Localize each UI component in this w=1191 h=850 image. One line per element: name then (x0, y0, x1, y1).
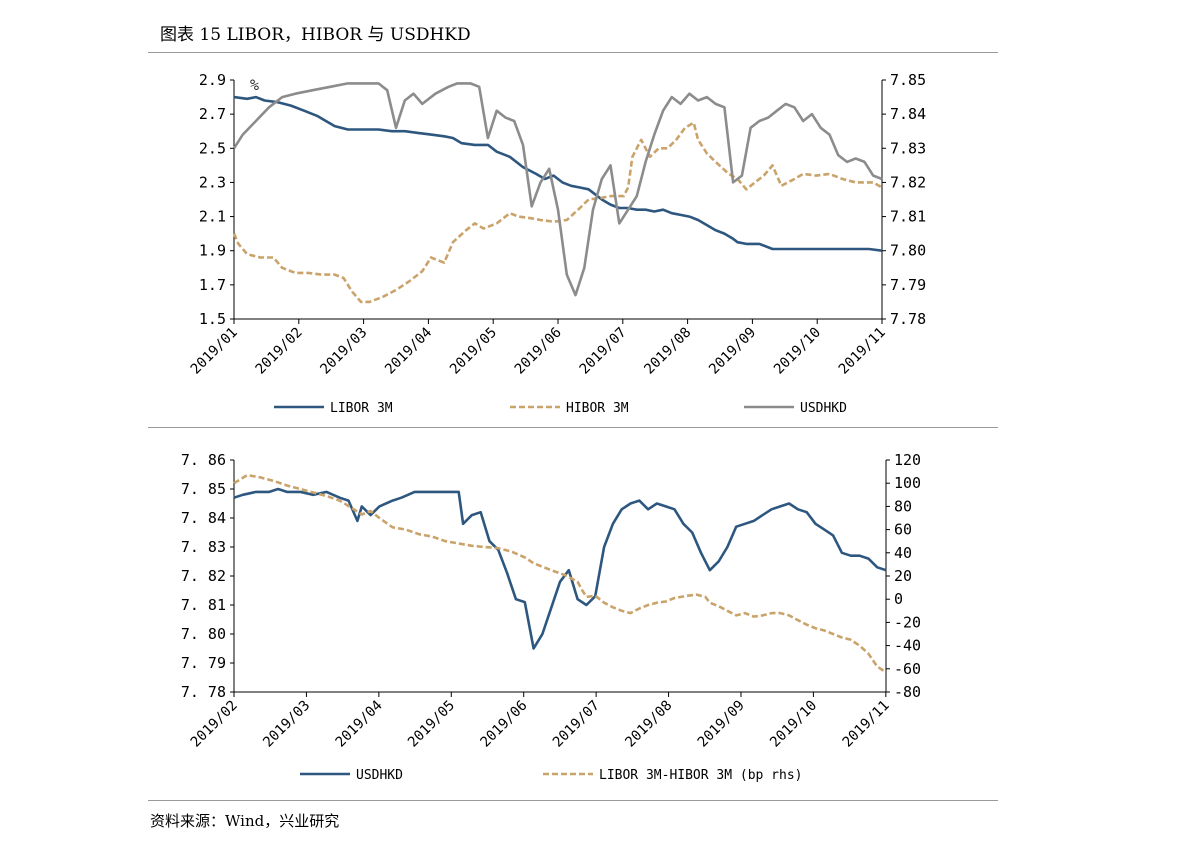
y-tick-label: 7. 85 (181, 480, 226, 498)
source-divider (148, 800, 998, 801)
series-line-1 (233, 487, 887, 650)
legend-label: USDHKD (356, 768, 403, 783)
y2-tick-label: 100 (894, 474, 921, 492)
y2-tick-label: 80 (894, 497, 912, 515)
y2-tick-label: -80 (894, 683, 921, 701)
y2-tick-label: 0 (894, 590, 903, 608)
series-line-3 (232, 82, 883, 297)
legend-label: USDHKD (800, 401, 847, 416)
x-tick-label: 2019/09 (695, 698, 748, 751)
x-tick-label: 2019/08 (622, 698, 675, 751)
source-note: 资料来源：Wind，兴业研究 (150, 812, 340, 830)
y2-tick-label: 7.84 (890, 105, 926, 123)
y2-tick-label: 20 (894, 567, 912, 585)
y-tick-label: 7. 81 (181, 596, 226, 614)
y-tick-label: 7. 82 (181, 567, 226, 585)
x-tick-label: 2019/03 (260, 698, 313, 751)
y2-tick-label: 120 (894, 451, 921, 469)
legend-label: LIBOR 3M (330, 401, 393, 416)
y2-tick-label: 7.78 (890, 310, 926, 328)
x-tick-label: 2019/10 (767, 698, 820, 751)
x-tick-label: 2019/04 (333, 698, 386, 751)
y2-tick-label: 7.80 (890, 242, 926, 260)
y2-tick-label: -40 (894, 637, 921, 655)
y-tick-label: 7. 86 (181, 451, 226, 469)
y2-tick-label: 7.79 (890, 276, 926, 294)
legend-label: HIBOR 3M (566, 401, 629, 416)
series-line-1 (233, 95, 883, 252)
y2-tick-label: -20 (894, 613, 921, 631)
y-tick-label: 7. 79 (181, 654, 226, 672)
y-tick-label: 7. 80 (181, 625, 226, 643)
y-tick-label: 7. 78 (181, 683, 226, 701)
x-tick-label: 2019/07 (550, 698, 603, 751)
y2-tick-label: 60 (894, 521, 912, 539)
title-divider (148, 52, 998, 53)
series-line-2 (232, 121, 883, 304)
x-tick-label: 2019/05 (405, 698, 458, 751)
x-tick-label: 2019/02 (188, 698, 241, 751)
y-tick-label: 2.3 (199, 173, 226, 191)
series-line-2 (233, 473, 887, 674)
y-tick-label: 2.9 (199, 71, 226, 89)
y2-tick-label: 7.83 (890, 139, 926, 157)
y-tick-label: 2.7 (199, 105, 226, 123)
y2-tick-label: 7.81 (890, 208, 926, 226)
y2-tick-label: 40 (894, 544, 912, 562)
y-tick-label: 1.9 (199, 242, 226, 260)
x-tick-label: 2019/11 (840, 698, 893, 751)
unit-label: % (250, 76, 259, 94)
x-tick-label: 2019/06 (477, 698, 530, 751)
y-tick-label: 7. 84 (181, 509, 226, 527)
y-tick-label: 2.5 (199, 139, 226, 157)
y-tick-label: 7. 83 (181, 538, 226, 556)
y2-tick-label: -60 (894, 660, 921, 678)
figure-title: 图表 15 LIBOR，HIBOR 与 USDHKD (160, 25, 471, 45)
chart-divider (148, 427, 998, 428)
y2-tick-label: 7.82 (890, 173, 926, 191)
y-tick-label: 1.5 (199, 310, 226, 328)
legend-label: LIBOR 3M-HIBOR 3M (bp rhs) (599, 768, 803, 783)
y-tick-label: 2.1 (199, 208, 226, 226)
y-tick-label: 1.7 (199, 276, 226, 294)
y2-tick-label: 7.85 (890, 71, 926, 89)
